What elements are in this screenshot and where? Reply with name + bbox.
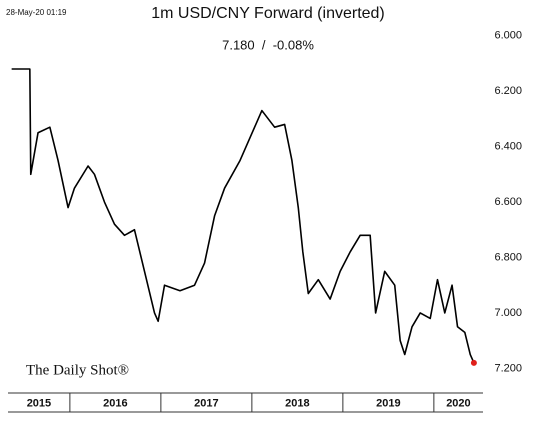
x-tick-label: 2017 bbox=[194, 397, 218, 409]
y-tick-label: 6.600 bbox=[494, 196, 522, 208]
chart-subtitle: 7.180 / -0.08% bbox=[222, 37, 314, 52]
watermark: The Daily Shot® bbox=[26, 362, 129, 378]
chart-title: 1m USD/CNY Forward (inverted) bbox=[151, 5, 385, 22]
timestamp: 28-May-20 01:19 bbox=[6, 8, 67, 17]
last-point bbox=[470, 359, 477, 366]
y-tick-label: 6.400 bbox=[494, 141, 522, 153]
x-tick-label: 2015 bbox=[27, 397, 51, 409]
x-tick-label: 2016 bbox=[103, 397, 127, 409]
x-tick-label: 2020 bbox=[446, 397, 470, 409]
y-tick-label: 6.000 bbox=[494, 30, 522, 42]
x-tick-label: 2018 bbox=[285, 397, 309, 409]
y-tick-label: 7.200 bbox=[494, 362, 522, 374]
y-tick-label: 6.200 bbox=[494, 85, 522, 97]
x-tick-label: 2019 bbox=[376, 397, 400, 409]
y-tick-label: 6.800 bbox=[494, 251, 522, 263]
y-tick-label: 7.000 bbox=[494, 307, 522, 319]
data-line bbox=[11, 68, 475, 364]
